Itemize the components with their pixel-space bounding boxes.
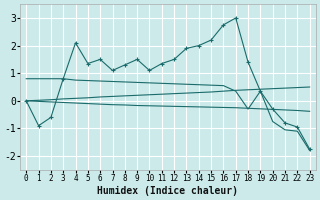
- X-axis label: Humidex (Indice chaleur): Humidex (Indice chaleur): [98, 186, 238, 196]
